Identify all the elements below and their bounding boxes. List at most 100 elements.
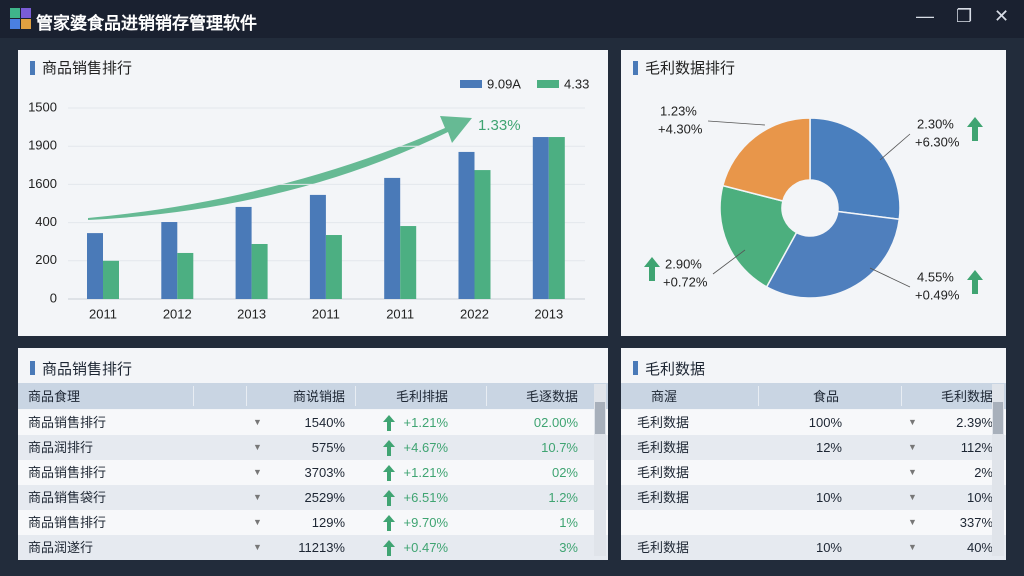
- table-cell: 毛利数据: [637, 415, 690, 430]
- column-header: 商品食理: [28, 389, 81, 404]
- pie-slice: [719, 184, 798, 288]
- pie-change: +0.72%: [663, 274, 708, 289]
- legend-label: 9.09A: [487, 76, 521, 91]
- legend-swatch: [537, 80, 559, 88]
- bar-chart-title: 商品销售排行: [42, 60, 132, 77]
- table-cell: 1%: [559, 515, 578, 530]
- table-cell: +9.70%: [403, 515, 448, 530]
- table-cell: 10%: [966, 490, 993, 505]
- table-cell: 商品销售袋行: [28, 490, 107, 505]
- close-button[interactable]: ✕: [994, 6, 1010, 26]
- table-cell: 02.00%: [533, 415, 578, 430]
- up-arrow-shape: [383, 415, 395, 431]
- pie-slice: [809, 117, 901, 221]
- dropdown-caret: ▼: [253, 542, 262, 552]
- pie-change: +0.49%: [915, 287, 960, 302]
- pie-change: +4.30%: [658, 121, 703, 136]
- maximize-button[interactable]: ❐: [956, 6, 973, 26]
- up-arrow: [383, 515, 395, 531]
- dropdown-caret: ▼: [253, 417, 262, 427]
- bar: [548, 137, 565, 299]
- bar: [309, 194, 326, 299]
- table-row: ▼ 毛利数据 10% 40%: [621, 535, 1006, 560]
- table-row: ▼ 毛利数据 2%: [621, 460, 1006, 485]
- dropdown-caret: ▼: [253, 467, 262, 477]
- pie-label: 1.23%: [660, 103, 697, 118]
- table-cell: 2%: [974, 465, 993, 480]
- dropdown-caret: ▼: [908, 492, 917, 502]
- table-cell: 129%: [311, 515, 345, 530]
- table-cell: 商品销售排行: [28, 415, 107, 430]
- column-divider: [355, 386, 356, 406]
- table-cell: 毛利数据: [637, 440, 690, 455]
- panel-marker: [30, 361, 35, 375]
- minimize-button[interactable]: —: [916, 6, 934, 26]
- table-title: 商品销售排行: [42, 361, 133, 378]
- legend-swatch: [460, 80, 482, 88]
- y-tick-label: 200: [35, 252, 57, 267]
- bar: [235, 206, 252, 299]
- table-cell: 11213%: [298, 540, 345, 555]
- up-arrow: [644, 257, 660, 281]
- up-arrow-shape: [383, 515, 395, 531]
- x-tick-label: 2022: [460, 306, 489, 321]
- pie-slice: [765, 210, 901, 299]
- table-cell: 10.7%: [541, 440, 578, 455]
- panel-marker: [633, 61, 638, 75]
- table-header: 商渥 食品 毛利数据: [621, 383, 1006, 409]
- scrollbar[interactable]: [594, 384, 606, 556]
- window-title: 管家婆食品进销销存管理软件: [36, 14, 257, 33]
- x-tick-label: 2012: [163, 306, 192, 321]
- dropdown-caret: ▼: [908, 542, 917, 552]
- table-row: ▼ 商品销售排行 3703% +1.21% 02%: [18, 460, 608, 485]
- up-arrow: [967, 270, 983, 294]
- table-cell: 商品销售排行: [28, 465, 107, 480]
- up-arrow: [383, 440, 395, 456]
- table-panel: 商品销售排行 商品食理 商说销据 毛利排据 毛逐数据 ▼ 商品销售排行 1540% +1.21%…: [18, 348, 608, 560]
- table-title: 毛利数据: [645, 361, 706, 378]
- table-row: ▼ 商品润排行 575% +4.67% 10.7%: [18, 435, 608, 460]
- table-row: ▼ 毛利数据 12% 112%: [621, 435, 1006, 460]
- column-header: 毛逐数据: [525, 389, 578, 404]
- table-row: ▼ 337%: [621, 510, 1006, 535]
- panel-marker: [30, 61, 35, 75]
- y-tick-label: 0: [50, 290, 57, 305]
- table-row: ▼ 商品销售排行 129% +9.70% 1%: [18, 510, 608, 535]
- pie-label: 4.55%: [917, 269, 954, 284]
- table-cell: 2529%: [304, 490, 345, 505]
- table-cell: 575%: [311, 440, 345, 455]
- x-tick-label: 2011: [89, 306, 117, 321]
- table-cell: +1.21%: [403, 415, 448, 430]
- column-divider: [901, 386, 902, 406]
- title-bar: 管家婆食品进销销存管理软件 — ❐ ✕: [0, 0, 1024, 38]
- column-divider: [246, 386, 247, 406]
- pie-slice: [721, 117, 811, 202]
- leader-line: [707, 120, 766, 126]
- table-cell: 毛利数据: [637, 490, 690, 505]
- column-divider: [486, 386, 487, 406]
- table-cell: 商品销售排行: [28, 515, 107, 530]
- column-divider: [193, 386, 194, 406]
- x-tick-label: 2013: [534, 306, 563, 321]
- bar: [474, 170, 491, 299]
- up-arrow-shape: [383, 465, 395, 481]
- table-cell: +0.47%: [403, 540, 448, 555]
- bar: [251, 243, 268, 299]
- scrollbar[interactable]: [992, 384, 1004, 556]
- table-cell: 112%: [960, 440, 993, 455]
- trend-annotation: 1.33%: [478, 117, 521, 134]
- dropdown-caret: ▼: [253, 517, 262, 527]
- bar: [103, 260, 119, 299]
- pie-label: 2.90%: [665, 256, 702, 271]
- table-header: 商品食理 商说销据 毛利排据 毛逐数据: [18, 383, 608, 409]
- table-row: ▼ 商品润遂行 11213% +0.47% 3%: [18, 535, 608, 560]
- table-cell: 商品润遂行: [28, 540, 94, 555]
- leader-line: [879, 133, 911, 161]
- panel-marker: [633, 361, 638, 375]
- pie-change: +6.30%: [915, 134, 960, 149]
- dropdown-caret: ▼: [908, 467, 917, 477]
- table-cell: 3%: [559, 540, 578, 555]
- bar: [325, 235, 342, 299]
- table-cell: 毛利数据: [637, 540, 690, 555]
- up-arrow: [383, 415, 395, 431]
